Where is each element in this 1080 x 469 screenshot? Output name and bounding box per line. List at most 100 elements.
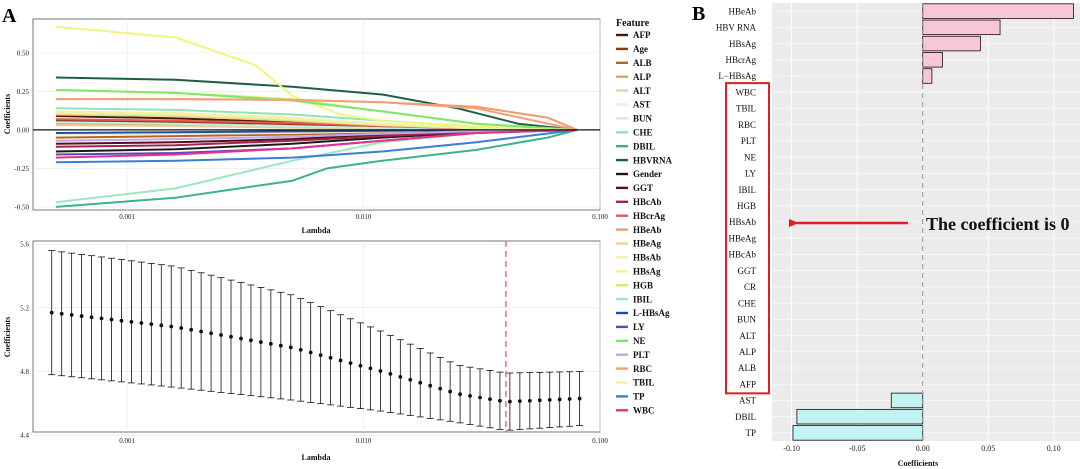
mean-point	[498, 398, 502, 403]
category-label: HBeAb	[729, 6, 757, 16]
cv-point	[406, 343, 414, 416]
cv-point	[496, 371, 504, 430]
cv-point	[446, 361, 454, 422]
bar-hbeab	[922, 3, 1074, 19]
mean-point	[338, 358, 343, 363]
cv-point	[157, 264, 165, 387]
category-label: ALP	[739, 347, 756, 357]
bar-hbv-rna	[922, 19, 1001, 36]
mean-point	[159, 323, 164, 328]
panel-a-letter: A	[2, 5, 17, 27]
zero-coefficient-highlight-box	[725, 82, 770, 395]
mean-point	[488, 397, 492, 402]
cv-point	[576, 371, 584, 427]
mean-point	[239, 336, 243, 341]
cv-point	[58, 251, 66, 377]
series-line-wbc	[55, 128, 578, 159]
cv-point	[516, 372, 524, 430]
category-label: RBC	[738, 120, 756, 130]
legend-label-alp: ALP	[633, 72, 652, 82]
mean-point	[69, 313, 74, 317]
category-label: GGT	[738, 266, 757, 276]
x-tick-label: 0.00	[916, 444, 930, 453]
mean-point	[547, 397, 552, 402]
cv-point	[566, 371, 574, 427]
category-label: TBIL	[736, 104, 756, 114]
mean-point	[288, 345, 293, 350]
mean-point	[79, 314, 84, 318]
cv-point	[386, 334, 394, 413]
cv-point	[247, 284, 255, 397]
mean-point	[149, 322, 154, 327]
series-line-hbvrna	[55, 76, 578, 131]
cv-point	[267, 289, 275, 399]
cv-error-chart: 0.001 0.010 0.100 4.4 4.8 5.2 5.6 Lambda Coef…	[3, 240, 608, 462]
coefficient-xlabel: Coefficients	[898, 459, 938, 468]
cv-point	[456, 365, 464, 424]
cv-point	[137, 261, 145, 385]
category-label: CR	[744, 282, 756, 292]
cv-point	[167, 265, 175, 388]
mean-point	[418, 380, 423, 385]
category-label: DBIL	[735, 412, 756, 422]
series-line-dbil	[55, 128, 578, 208]
cv-point	[257, 287, 265, 398]
legend-label-ggt: GGT	[633, 183, 653, 193]
cv-point	[436, 357, 444, 421]
bar-l-hbsag	[922, 68, 933, 84]
cv-point	[177, 267, 185, 389]
mean-point	[577, 396, 582, 401]
legend-label-rbc: RBC	[633, 364, 652, 374]
category-label: HBcrAg	[726, 55, 757, 65]
lasso-path-xlabel: Lambda	[302, 226, 331, 235]
bar-ast	[890, 392, 924, 409]
coefficient-path-lines	[55, 25, 578, 208]
cv-point	[227, 279, 235, 394]
mean-point	[219, 333, 223, 337]
mean-point	[308, 350, 313, 355]
category-label: HBsAb	[729, 217, 757, 227]
legend-label-alb: ALB	[633, 58, 652, 68]
cv-point	[556, 371, 564, 428]
mean-point	[199, 329, 204, 334]
mean-point	[438, 386, 443, 391]
mean-point	[458, 392, 462, 397]
legend-label-hgb: HGB	[633, 280, 653, 290]
cv-point	[98, 256, 106, 381]
category-label: CHE	[738, 298, 757, 308]
category-label: AST	[739, 396, 757, 406]
cv-point	[317, 306, 325, 405]
legend-label-bun: BUN	[633, 114, 653, 124]
bar-hbsag	[922, 35, 981, 52]
cv-point	[416, 348, 424, 418]
legend-label-wbc: WBC	[633, 406, 655, 416]
mean-point	[388, 372, 393, 376]
mean-point	[328, 355, 333, 360]
mean-point	[378, 369, 383, 373]
mean-point	[527, 398, 532, 403]
cv-point	[376, 330, 384, 412]
x-tick-label: 0.100	[592, 213, 608, 221]
cv-point	[307, 302, 315, 403]
x-tick-label: -0.05	[849, 444, 866, 453]
category-label: LY	[745, 169, 757, 179]
category-label: ALB	[738, 363, 756, 373]
cv-point	[337, 314, 345, 407]
cv-point	[426, 352, 434, 419]
cv-point	[526, 372, 534, 430]
mean-point	[398, 374, 403, 379]
cv-error-ylabel: Coefficients	[3, 317, 12, 357]
cv-point	[347, 318, 355, 408]
mean-point	[278, 343, 283, 348]
coefficient-bars	[792, 3, 1074, 441]
legend-title: Feature	[616, 18, 650, 29]
legend-label-tp: TP	[633, 392, 645, 402]
mean-point	[209, 331, 213, 336]
legend-label-afp: AFP	[633, 30, 651, 40]
category-label: WBC	[735, 87, 756, 97]
category-label: HGB	[737, 201, 756, 211]
cv-point	[486, 370, 494, 429]
mean-point	[298, 347, 303, 352]
legend-label-ly: LY	[633, 322, 645, 332]
